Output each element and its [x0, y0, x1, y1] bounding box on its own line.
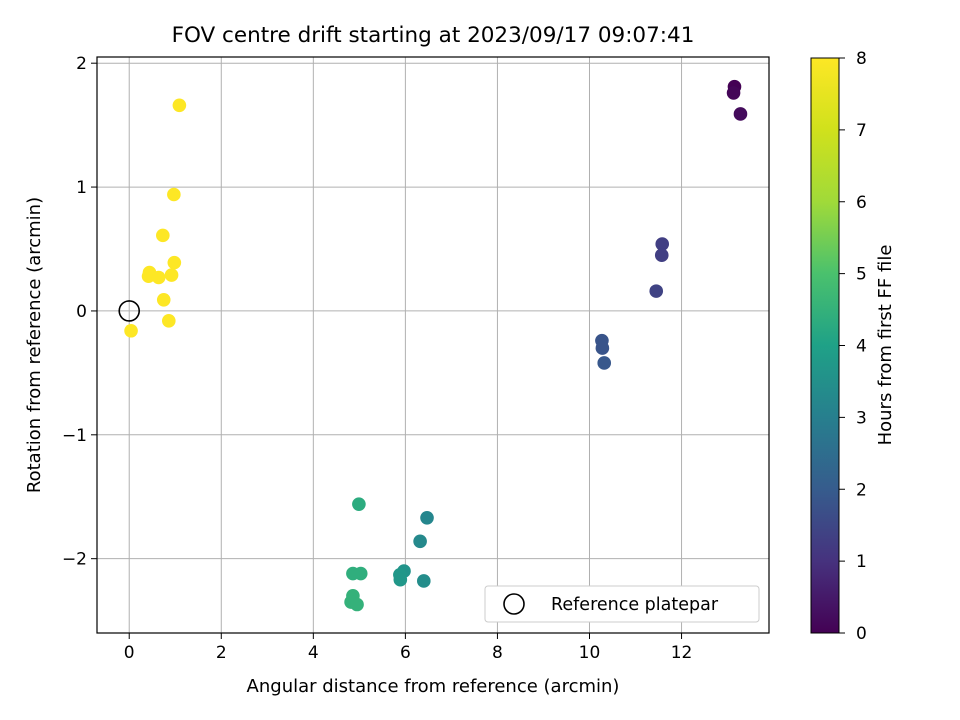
legend-marker-reference: [503, 593, 525, 615]
y-tick-label: 1: [76, 178, 87, 198]
data-point: [167, 187, 181, 202]
reference-platepar-marker: [118, 300, 141, 322]
colorbar-tick-label: 6: [856, 193, 867, 213]
data-point: [595, 341, 610, 355]
data-point: [726, 86, 741, 100]
data-point: [413, 534, 427, 549]
data-point: [162, 314, 176, 328]
colorbar-label: Hours from first FF file: [875, 245, 896, 446]
data-point: [420, 511, 434, 525]
x-tick-label: 6: [400, 643, 411, 663]
colorbar-tick-label: 3: [856, 408, 867, 428]
data-point: [416, 574, 431, 588]
x-axis-label: Angular distance from reference (arcmin): [247, 676, 620, 697]
data-point: [156, 292, 171, 307]
x-tick-label: 0: [124, 643, 135, 663]
x-axis-ticks: 0 2 4 6 8 10 12: [124, 633, 693, 663]
data-point: [151, 270, 166, 285]
colorbar-tick-label: 2: [856, 480, 867, 500]
plot-frame: [96, 56, 770, 634]
y-axis-ticks: 2 1 0 −1 −2: [62, 54, 97, 570]
x-tick-label: 2: [216, 643, 227, 663]
data-point: [654, 248, 669, 262]
reference-marker: [118, 300, 141, 322]
colorbar-tick-label: 1: [856, 552, 867, 572]
x-tick-label: 8: [492, 643, 503, 663]
data-point: [141, 269, 156, 284]
data-point: [164, 268, 179, 282]
colorbar-tick-label: 8: [856, 49, 867, 69]
data-point: [393, 572, 408, 587]
data-point: [733, 107, 748, 121]
y-tick-label: 0: [76, 302, 87, 322]
legend: Reference platepar: [484, 585, 760, 623]
data-point: [124, 323, 138, 338]
y-tick-label: −2: [62, 550, 87, 570]
data-point: [352, 497, 366, 511]
data-point: [350, 597, 364, 612]
x-tick-label: 4: [308, 643, 319, 663]
y-tick-label: −1: [62, 426, 87, 446]
data-point: [172, 98, 187, 113]
colorbar-ticks: 0 1 2 3 4 5 6 7 8: [839, 49, 867, 644]
colorbar-tick-label: 5: [856, 265, 867, 285]
colorbar-tick-label: 7: [856, 121, 867, 141]
data-points: [124, 79, 748, 612]
data-point: [156, 228, 170, 243]
colorbar-tick-label: 4: [856, 337, 867, 357]
chart-title: FOV centre drift starting at 2023/09/17 …: [172, 23, 695, 48]
legend-box: [484, 585, 760, 623]
grid-lines: [97, 57, 769, 633]
x-tick-label: 12: [671, 643, 693, 663]
data-point: [346, 566, 360, 581]
legend-label-reference: Reference platepar: [551, 595, 719, 615]
data-point: [167, 255, 182, 270]
colorbar-tick-label: 0: [856, 624, 867, 644]
y-tick-label: 2: [76, 54, 87, 74]
colorbar-gradient: [810, 57, 840, 634]
data-point: [649, 284, 664, 298]
colorbar: 0 1 2 3 4 5 6 7 8 Hours from first FF file: [810, 49, 896, 644]
y-axis-label: Rotation from reference (arcmin): [24, 197, 45, 493]
x-tick-label: 10: [579, 643, 601, 663]
data-point: [655, 237, 670, 251]
data-point: [597, 356, 612, 370]
